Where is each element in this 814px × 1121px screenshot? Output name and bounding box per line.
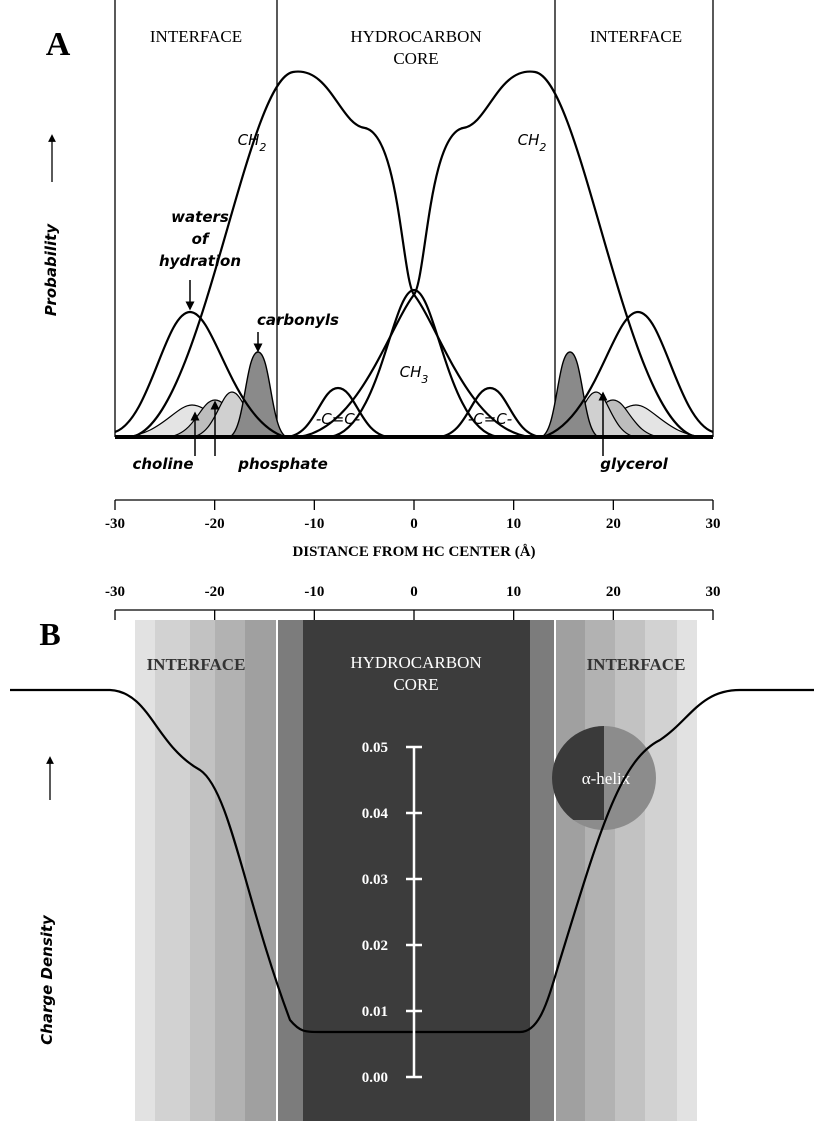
scale-tick-label: 0.01: [362, 1004, 388, 1020]
helix-label: α-helix: [582, 769, 631, 788]
x-tick-label: 30: [706, 584, 721, 600]
region-label: INTERFACE: [150, 27, 242, 46]
x-tick-label: -30: [105, 584, 125, 600]
charge-curve: [10, 688, 814, 1034]
annotation: phosphate: [237, 455, 328, 473]
y-axis-label: Probability: [42, 223, 60, 316]
x-tick-label: -10: [304, 584, 324, 600]
region-label: INTERFACE: [590, 27, 682, 46]
annotation: waters: [171, 208, 229, 226]
scale-tick-label: 0.05: [362, 740, 388, 756]
x-tick-label: -20: [205, 584, 225, 600]
x-tick-label: -20: [205, 516, 225, 532]
scale-tick-label: 0.00: [362, 1070, 388, 1086]
region-label: HYDROCARBON: [350, 653, 481, 672]
x-tick-label: 0: [410, 516, 418, 532]
panel-label: A: [46, 26, 71, 63]
x-tick-label: 20: [606, 516, 621, 532]
x-tick-label: 10: [506, 516, 521, 532]
helix: [552, 726, 656, 830]
scale-tick-label: 0.04: [362, 806, 389, 822]
region-label: HYDROCARBON: [350, 27, 481, 46]
annotation: glycerol: [600, 455, 668, 473]
x-tick-label: 10: [506, 584, 521, 600]
annotation: of: [192, 230, 211, 248]
bands: [135, 620, 697, 1121]
annotation: -C=C-: [316, 410, 360, 428]
annotation: hydration: [159, 252, 241, 270]
annotation: -C=C-: [468, 410, 512, 428]
annotation: carbonyls: [257, 311, 339, 329]
annotation: CH2: [518, 131, 547, 154]
scale-tick-label: 0.03: [362, 872, 388, 888]
y-axis-label: Charge Density: [38, 914, 56, 1045]
region-lines: [114, 0, 714, 437]
x-axis-label: DISTANCE FROM HC CENTER (Å): [292, 544, 535, 560]
annotation: CH3: [400, 363, 429, 386]
scale-tick-label: 0.02: [362, 938, 388, 954]
region-label: INTERFACE: [147, 655, 246, 674]
x-tick-label: 0: [410, 584, 418, 600]
annotation: choline: [132, 455, 193, 473]
x-tick-label: -30: [105, 516, 125, 532]
x-tick-label: -10: [304, 516, 324, 532]
region-label: INTERFACE: [587, 655, 686, 674]
panel-label: B: [39, 616, 60, 652]
x-tick-label: 20: [606, 584, 621, 600]
region-label: CORE: [393, 49, 438, 68]
annotation: CH2: [238, 131, 267, 154]
region-label: CORE: [393, 675, 438, 694]
x-tick-label: 30: [706, 516, 721, 532]
